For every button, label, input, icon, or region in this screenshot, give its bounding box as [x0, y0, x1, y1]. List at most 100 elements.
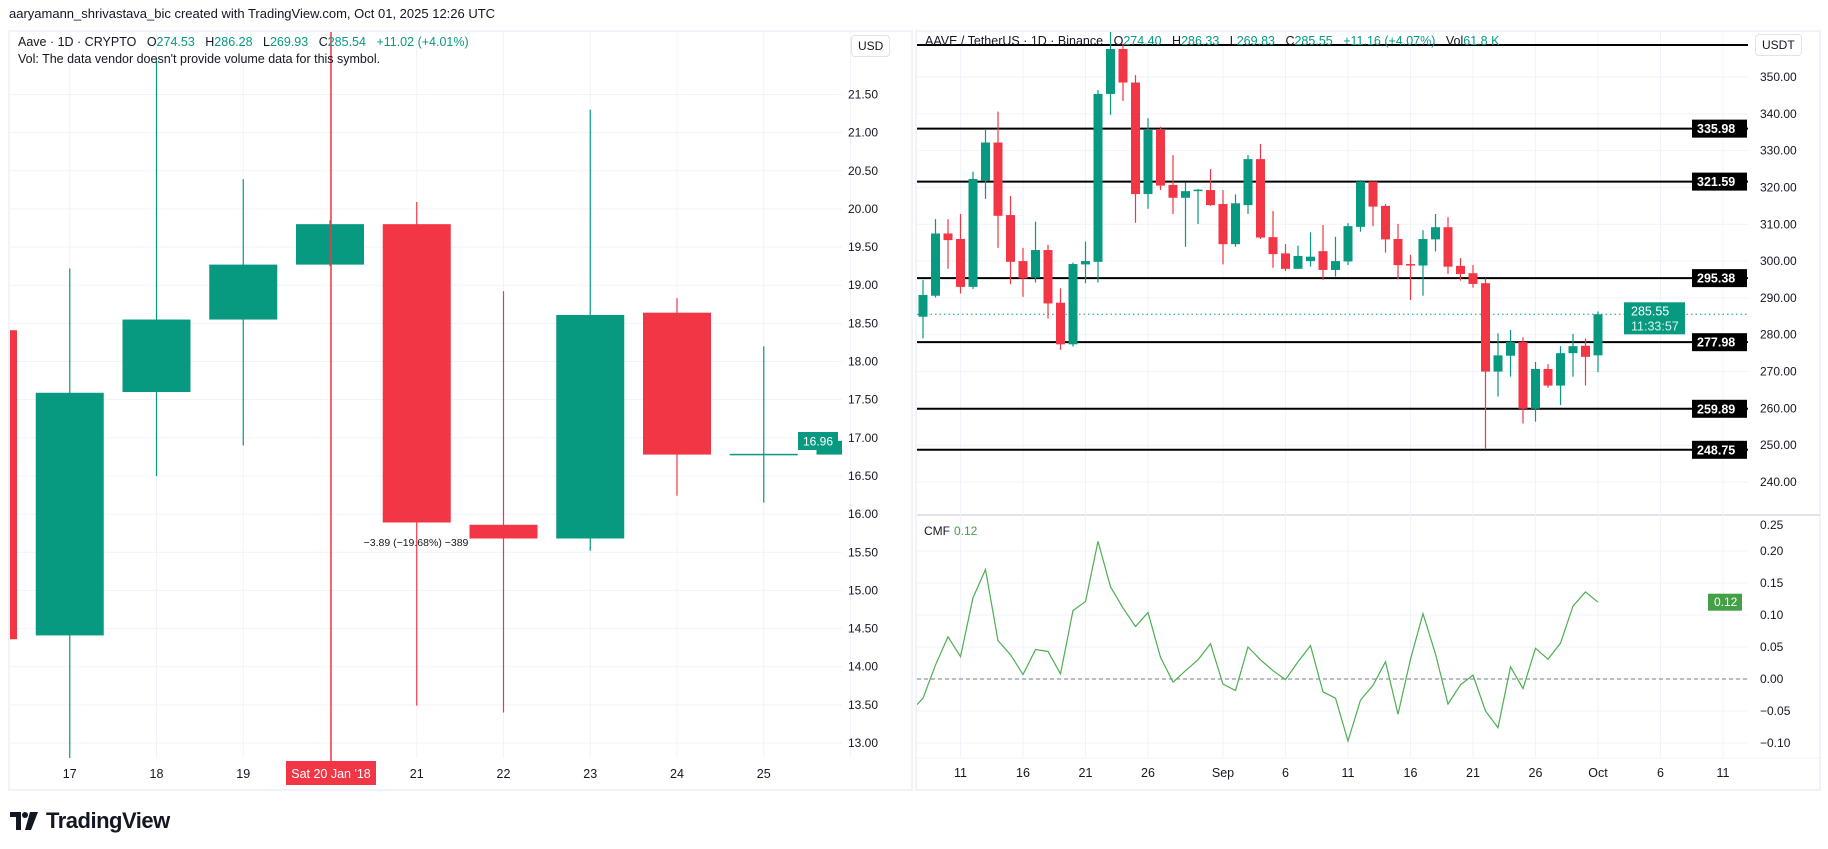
cmf-value-badge	[1708, 593, 1742, 611]
cmf-axis[interactable]: −0.10 −0.05 0.00 0.05 0.10 0.15 0.20 0.25	[1760, 518, 1791, 750]
right-candle-body	[1456, 265, 1465, 274]
left-price-tick: 21.00	[848, 126, 878, 140]
left-price-axis[interactable]: 13.00 13.50 14.00 14.50 15.00 15.50 16.00 16.50…	[848, 87, 878, 750]
right-horizontal-levels[interactable]	[917, 43, 1748, 451]
right-price-tick: 270.00	[1760, 365, 1797, 379]
right-candle-body	[1556, 353, 1565, 386]
left-currency-button[interactable]: USD	[851, 35, 891, 57]
cmf-tick: −0.10	[1760, 736, 1791, 750]
right-symbol[interactable]: AAVE / TetherUS · 1D · Binance	[925, 34, 1104, 48]
left-price-tick: 20.50	[848, 164, 878, 178]
left-last-price-badge	[798, 432, 838, 450]
left-volume-note: Vol: The data vendor doesn't provide vol…	[18, 52, 381, 66]
right-candle-body	[1156, 130, 1165, 186]
left-crosshair-date-box	[286, 761, 376, 785]
right-price-tick: 300.00	[1760, 254, 1797, 268]
left-close-label: C	[318, 35, 328, 49]
left-open-value: 274.53	[156, 35, 195, 49]
left-legend: Aave · 1D · CRYPTO O274.53 H286.28 L269.…	[18, 35, 469, 49]
right-close-value: 285.55	[1294, 34, 1333, 48]
right-price-tick: 350.00	[1760, 70, 1797, 84]
right-candle-body	[918, 294, 928, 317]
left-candle-body	[469, 524, 538, 539]
right-candle-body	[1243, 159, 1253, 206]
left-price-tick: 16.50	[848, 469, 878, 483]
right-time-tick: Oct	[1588, 766, 1608, 780]
right-time-tick: Sep	[1212, 766, 1234, 780]
left-price-tick: 15.50	[848, 545, 878, 559]
right-price-tick: 280.00	[1760, 328, 1797, 342]
right-candle-body	[1068, 264, 1078, 345]
right-candle-body	[1568, 346, 1578, 354]
left-price-tick: 14.50	[848, 622, 878, 636]
left-chart-panel	[8, 30, 913, 791]
right-chart-panel	[915, 30, 1821, 791]
left-candle-body	[296, 224, 364, 265]
left-symbol[interactable]: Aave · 1D · CRYPTO	[18, 35, 137, 49]
left-price-tick: 15.00	[848, 583, 878, 597]
right-price-tick: 320.00	[1760, 180, 1797, 194]
right-time-tick: 6	[1657, 766, 1664, 780]
tradingview-logo-icon	[10, 812, 38, 830]
left-time-tick: 22	[497, 767, 511, 781]
level-label-box	[1692, 119, 1747, 138]
right-candle-body	[1406, 264, 1415, 266]
right-candle-body	[1268, 237, 1278, 255]
right-currency-button[interactable]: USDT	[1755, 34, 1802, 56]
right-time-tick: 11	[954, 766, 967, 780]
right-candle-body	[1381, 205, 1390, 240]
right-close-label: C	[1285, 34, 1295, 48]
right-candle-body	[943, 233, 953, 241]
tradingview-logo[interactable]: TradingView	[10, 808, 170, 834]
level-label-box	[1692, 333, 1747, 352]
right-candle-body	[1131, 82, 1140, 195]
right-candle-body	[1093, 93, 1103, 262]
right-price-tick: 240.00	[1760, 475, 1797, 489]
right-candle-body	[1531, 368, 1540, 409]
cmf-tick: 0.00	[1760, 672, 1784, 686]
right-price-tick: 260.00	[1760, 401, 1797, 415]
left-candle-body	[643, 312, 711, 455]
right-volume-label: Vol	[1445, 34, 1464, 48]
level-label: 248.75	[1697, 443, 1735, 457]
right-high-value: 286.33	[1181, 34, 1220, 48]
left-price-tick: 19.00	[848, 278, 878, 292]
right-candle-body	[1331, 261, 1340, 270]
left-crosshair-date-label: Sat 20 Jan '18	[291, 767, 371, 781]
left-candle-body	[382, 224, 451, 523]
right-candle-body	[1181, 191, 1190, 198]
right-candle-body	[1593, 314, 1603, 356]
right-level-labels: 335.98 321.59 295.38 277.98 259.89 248.75	[1692, 119, 1747, 459]
left-candle-body	[729, 453, 798, 456]
right-candle-body	[1031, 250, 1040, 278]
cmf-title: CMF	[924, 524, 950, 538]
level-label: 295.38	[1697, 272, 1735, 286]
left-time-tick: 23	[583, 767, 597, 781]
right-price-tick: 340.00	[1760, 107, 1797, 121]
cmf-tick: 0.20	[1760, 544, 1784, 558]
left-last-price-label: 16.96	[803, 435, 833, 449]
left-close-value: 285.54	[327, 35, 366, 49]
right-change-value: +11.16 (+4.07%)	[1343, 34, 1436, 48]
right-candles	[918, 32, 1603, 450]
level-label: 259.89	[1697, 402, 1735, 416]
right-candle-body	[1581, 345, 1590, 357]
left-time-tick: 25	[757, 767, 771, 781]
right-countdown-label: 11:33:57	[1631, 319, 1679, 333]
right-candle-body	[993, 142, 1003, 216]
left-time-axis[interactable]: 17 18 19 21 22 23 24 25	[63, 767, 771, 781]
right-low-value: 269.83	[1236, 34, 1275, 48]
right-candle-body	[931, 233, 940, 296]
right-candle-body	[1356, 181, 1365, 227]
right-price-axis[interactable]: 240.00 250.00 260.00 270.00 280.00 290.00 300.…	[1760, 70, 1797, 489]
left-price-tick: 20.00	[848, 202, 878, 216]
right-time-axis[interactable]: 11 16 21 26 Sep 6 11 16 21 26 Oct 6 11	[954, 766, 1730, 780]
right-candle-body	[1118, 49, 1128, 83]
right-candle-body	[1006, 215, 1015, 262]
right-time-tick: 16	[1404, 766, 1418, 780]
left-low-value: 269.93	[269, 35, 309, 49]
level-label-box	[1692, 269, 1747, 288]
right-low-label: L	[1229, 34, 1237, 48]
left-candle-body	[556, 314, 625, 539]
